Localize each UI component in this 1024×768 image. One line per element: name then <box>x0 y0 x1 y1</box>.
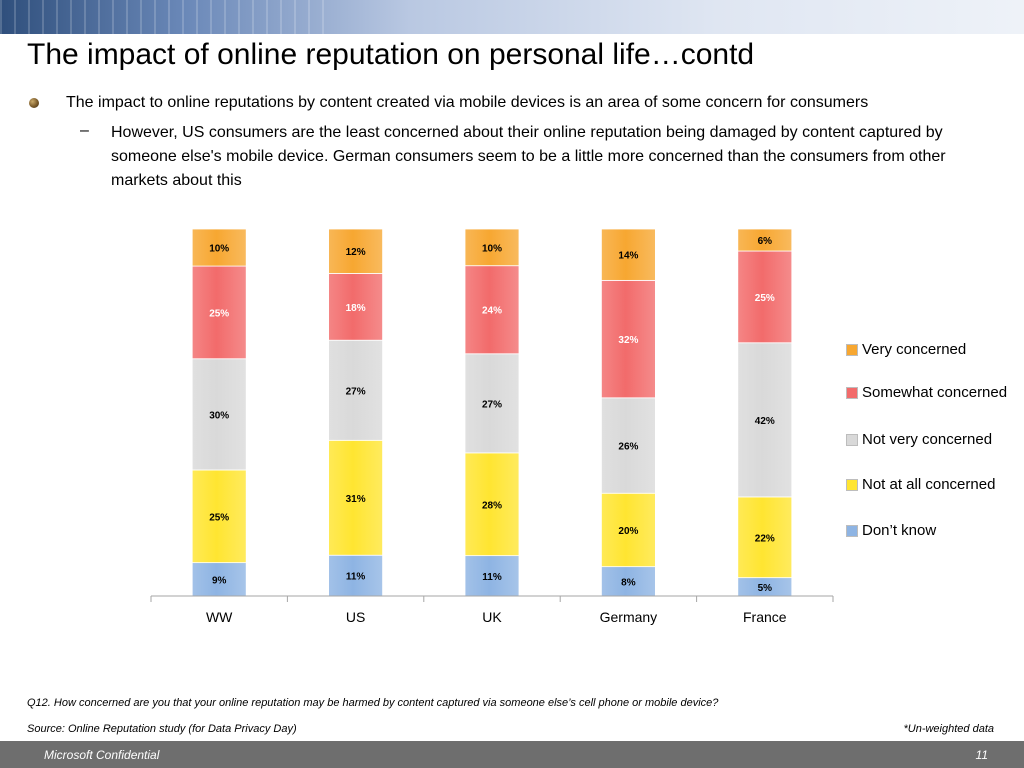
unweighted-note: *Un-weighted data <box>903 723 994 735</box>
bar-segment <box>191 358 247 471</box>
legend-label: Somewhat concerned <box>862 384 1008 401</box>
bullet-icon <box>29 98 39 108</box>
data-label: 12% <box>346 247 366 258</box>
legend-label: Don’t know <box>862 522 937 539</box>
bar-segment <box>191 265 247 360</box>
bar-segment <box>737 342 793 498</box>
legend-swatch <box>846 344 858 356</box>
data-label: 25% <box>755 293 775 304</box>
bar-segment <box>464 452 520 557</box>
data-label: 18% <box>346 303 366 314</box>
data-label: 20% <box>618 526 638 537</box>
data-label: 11% <box>482 572 502 583</box>
bar-segment <box>328 439 384 556</box>
bar-segment <box>328 228 384 274</box>
bar-segment <box>737 250 793 344</box>
legend-swatch <box>846 434 858 446</box>
footer-bar <box>0 741 1024 768</box>
bullet-text-2: However, US consumers are the least conc… <box>111 124 946 189</box>
data-label: 11% <box>346 572 366 583</box>
data-label: 10% <box>482 243 502 254</box>
data-label: 9% <box>212 575 227 586</box>
sub-bullet-dash: – <box>80 122 89 139</box>
legend-swatch <box>846 387 858 399</box>
data-label: 6% <box>758 236 773 247</box>
data-label: 25% <box>209 512 229 523</box>
data-label: 10% <box>209 244 229 255</box>
bar-segment <box>328 273 384 341</box>
bar-segment <box>464 353 520 454</box>
bar-segment <box>737 228 793 252</box>
data-label: 26% <box>618 442 638 453</box>
data-label: 27% <box>346 386 366 397</box>
legend-swatch <box>846 525 858 537</box>
bar-segment <box>601 228 656 281</box>
question-note: Q12. How concerned are you that your onl… <box>27 697 719 709</box>
footer-confidential: Microsoft Confidential <box>44 748 160 762</box>
bar-segment <box>601 279 656 399</box>
legend-label: Very concerned <box>862 341 967 358</box>
bar-segment <box>328 339 384 441</box>
x-tick-label: WW <box>206 609 233 625</box>
bar-segment <box>464 265 520 355</box>
legend-swatch <box>846 479 858 491</box>
bullet-text-1: The impact to online reputations by cont… <box>66 94 869 111</box>
x-tick-label: UK <box>482 609 502 625</box>
data-label: 22% <box>755 533 775 544</box>
data-label: 30% <box>209 410 229 421</box>
data-label: 28% <box>482 500 502 511</box>
data-label: 32% <box>618 335 638 346</box>
legend-label: Not at all concerned <box>862 476 996 493</box>
header-banner-image <box>0 0 330 34</box>
bar-segment <box>191 469 247 564</box>
source-note: Source: Online Reputation study (for Dat… <box>27 723 297 735</box>
data-label: 25% <box>209 308 229 319</box>
data-label: 31% <box>346 494 366 505</box>
x-tick-label: US <box>346 609 365 625</box>
data-label: 24% <box>482 306 502 317</box>
bar-segment <box>464 228 520 267</box>
data-label: 14% <box>618 251 638 262</box>
bar-segment <box>191 228 247 267</box>
data-label: 8% <box>621 577 636 588</box>
data-label: 42% <box>755 416 775 427</box>
header-banner <box>0 0 1024 34</box>
page-number: 11 <box>975 748 988 762</box>
x-tick-label: France <box>743 609 787 625</box>
slide-title: The impact of online reputation on perso… <box>27 38 755 71</box>
bar-segment <box>601 492 656 568</box>
x-tick-label: Germany <box>600 609 658 625</box>
legend-label: Not very concerned <box>862 431 993 448</box>
data-label: 27% <box>482 399 502 410</box>
data-label: 5% <box>758 583 773 594</box>
bar-segment <box>601 566 656 597</box>
